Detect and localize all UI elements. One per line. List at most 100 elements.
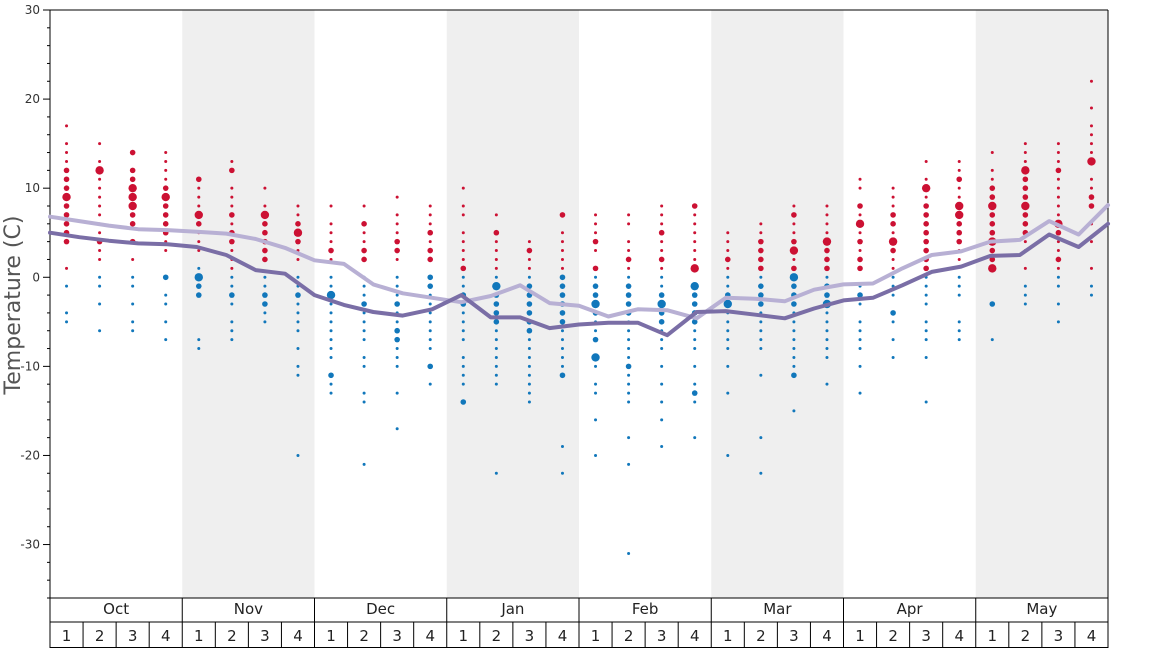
- warm-day-dot: [1056, 249, 1060, 253]
- cold-day-dot: [494, 329, 498, 333]
- cold-day-dot: [527, 400, 531, 404]
- warm-day-dot: [660, 204, 664, 208]
- cold-day-dot: [296, 329, 300, 333]
- warm-day-dot: [792, 257, 796, 261]
- cold-day-dot: [494, 382, 498, 386]
- cold-day-dot: [759, 329, 763, 333]
- week-label: 3: [525, 627, 535, 645]
- warm-day-dot: [824, 265, 830, 272]
- warm-day-dot: [855, 219, 865, 229]
- warm-day-dot: [394, 247, 400, 254]
- cold-day-dot: [691, 319, 698, 325]
- warm-day-dot: [230, 195, 234, 199]
- cold-day-dot: [924, 355, 928, 359]
- week-label: 2: [95, 627, 105, 645]
- month-label-may: May: [1026, 600, 1057, 618]
- warm-day-dot: [627, 222, 631, 226]
- warm-day-dot: [957, 186, 961, 190]
- warm-day-dot: [98, 142, 102, 146]
- cold-day-dot: [957, 284, 961, 288]
- cold-day-dot: [858, 329, 862, 333]
- cold-day-dot: [197, 266, 201, 270]
- week-label: 4: [954, 627, 964, 645]
- cold-day-dot: [65, 284, 69, 288]
- cold-day-dot: [693, 338, 697, 342]
- cold-day-dot: [362, 338, 366, 342]
- cold-day-dot: [825, 275, 829, 279]
- cold-day-dot: [461, 320, 465, 324]
- warm-day-dot: [1056, 266, 1060, 270]
- warm-day-dot: [362, 231, 366, 235]
- warm-day-dot: [461, 213, 465, 217]
- cold-day-dot: [657, 299, 666, 309]
- warm-day-dot: [461, 204, 465, 208]
- cold-day-dot: [527, 275, 531, 279]
- warm-day-dot: [98, 213, 102, 217]
- month-band-mar: [711, 10, 844, 598]
- cold-day-dot: [428, 338, 432, 342]
- month-label-dec: Dec: [366, 600, 395, 618]
- cold-day-dot: [395, 427, 399, 431]
- warm-day-dot: [229, 167, 235, 174]
- cold-day-dot: [825, 347, 829, 351]
- cold-day-dot: [825, 355, 829, 359]
- warm-day-dot: [98, 257, 102, 261]
- cold-day-dot: [427, 363, 434, 370]
- warm-day-dot: [658, 229, 665, 236]
- warm-day-dot: [1056, 204, 1060, 208]
- warm-day-dot: [792, 204, 796, 208]
- cold-day-dot: [526, 327, 533, 334]
- warm-day-dot: [559, 212, 566, 218]
- warm-day-dot: [427, 247, 434, 254]
- cold-day-dot: [726, 320, 730, 324]
- cold-day-dot: [726, 364, 730, 368]
- cold-day-dot: [329, 382, 333, 386]
- cold-day-dot: [395, 293, 399, 297]
- warm-day-dot: [131, 257, 135, 261]
- warm-day-dot: [988, 201, 997, 211]
- month-band-may: [975, 10, 1108, 598]
- cold-day-dot: [460, 399, 467, 405]
- cold-day-dot: [759, 320, 763, 324]
- warm-day-dot: [295, 221, 301, 227]
- warm-day-dot: [460, 265, 467, 272]
- warm-day-dot: [627, 213, 631, 217]
- cold-day-dot: [195, 292, 202, 298]
- y-tick-label: -10: [20, 359, 40, 373]
- cold-day-dot: [858, 320, 862, 324]
- y-tick-label: 20: [25, 92, 40, 106]
- cold-day-dot: [627, 462, 631, 466]
- warm-day-dot: [858, 231, 862, 235]
- week-label: 4: [293, 627, 303, 645]
- warm-day-dot: [1056, 213, 1060, 217]
- cold-day-dot: [329, 355, 333, 359]
- cold-day-dot: [594, 418, 598, 422]
- cold-day-dot: [461, 275, 465, 279]
- warm-day-dot: [527, 240, 531, 244]
- cold-day-dot: [857, 292, 863, 298]
- cold-day-dot: [693, 364, 697, 368]
- warm-day-dot: [329, 240, 333, 244]
- warm-day-dot: [65, 142, 69, 146]
- warm-day-dot: [990, 177, 994, 181]
- y-axis: 30 20 10 0 -10 -20 -30: [20, 3, 1109, 648]
- warm-day-dot: [98, 204, 102, 208]
- warm-day-dot: [923, 265, 929, 272]
- cold-day-dot: [560, 364, 564, 368]
- cold-day-dot: [758, 292, 764, 298]
- warm-day-dot: [1089, 240, 1093, 244]
- cold-day-dot: [759, 338, 763, 342]
- warm-day-dot: [230, 159, 234, 163]
- warm-day-dot: [560, 231, 564, 235]
- cold-day-dot: [493, 310, 500, 316]
- warm-day-dot: [162, 212, 169, 218]
- warm-day-dot: [263, 204, 267, 208]
- cold-day-dot: [527, 347, 531, 351]
- warm-day-dot: [560, 257, 564, 261]
- cold-day-dot: [559, 274, 566, 281]
- cold-day-dot: [560, 329, 564, 333]
- warm-day-dot: [63, 238, 70, 245]
- cold-day-dot: [858, 347, 862, 351]
- warm-day-dot: [1022, 194, 1029, 200]
- warm-day-dot: [329, 222, 333, 226]
